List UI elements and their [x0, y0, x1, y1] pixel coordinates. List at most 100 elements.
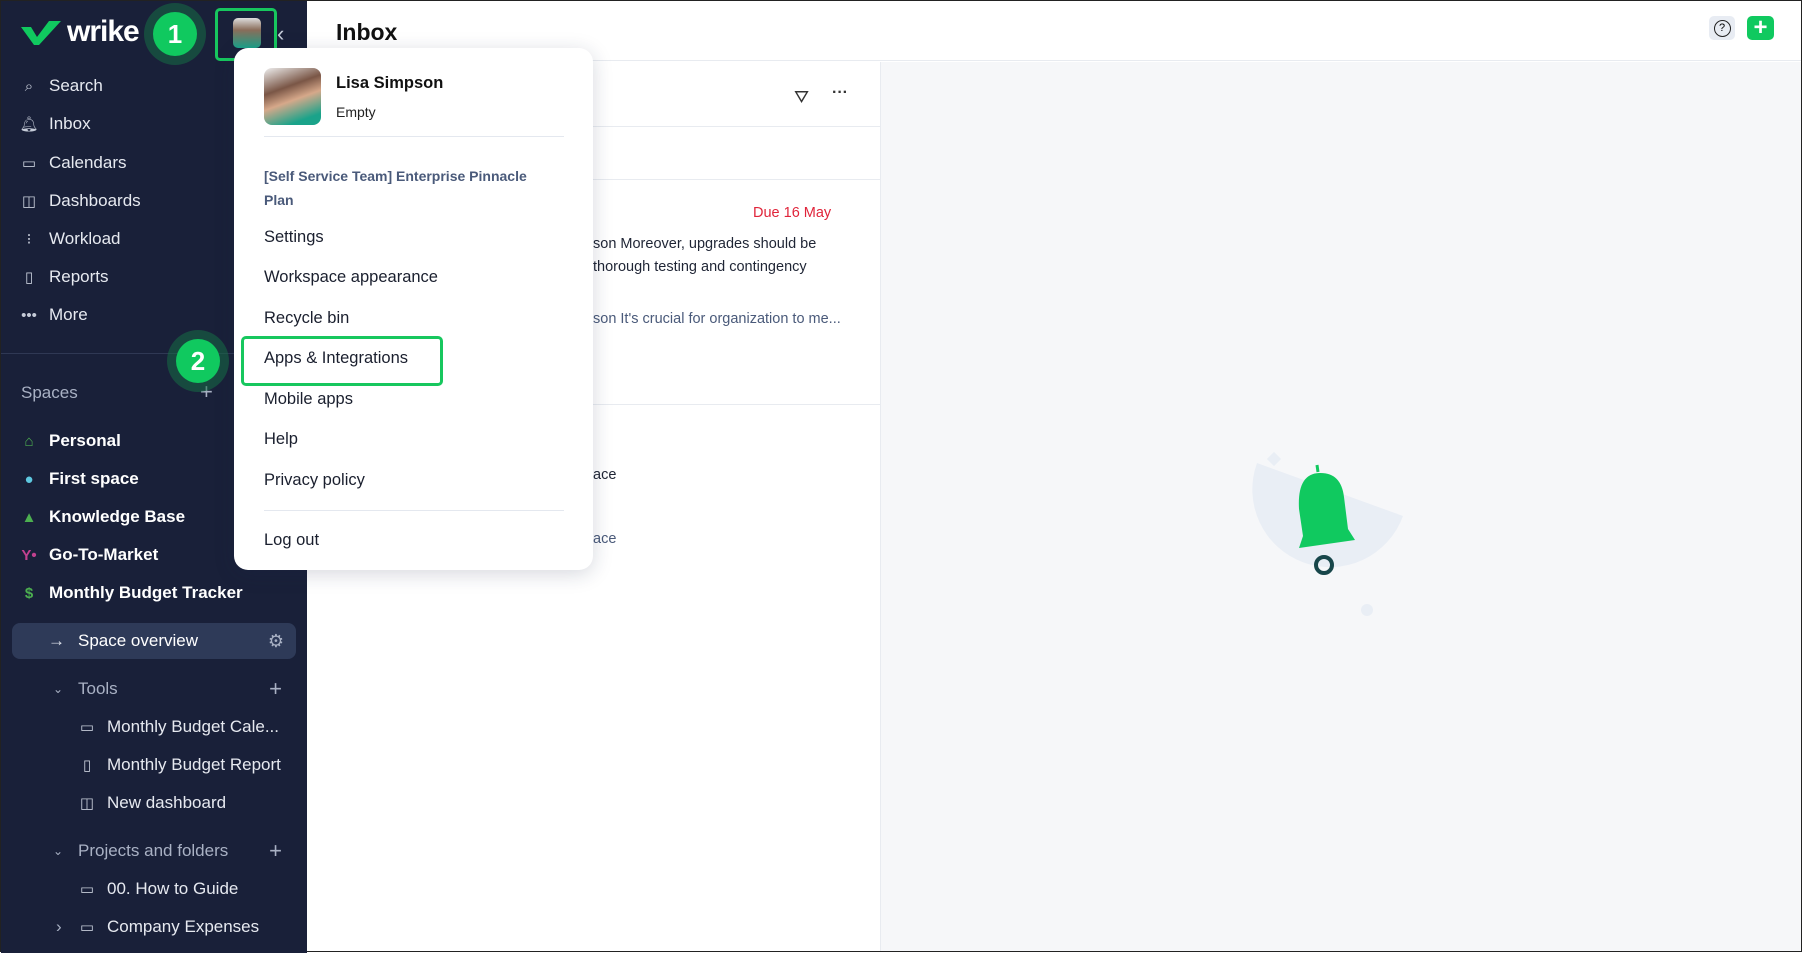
tool-item[interactable]: ▯ Monthly Budget Report: [1, 748, 307, 782]
logo-text: wrike: [67, 15, 140, 48]
workload-icon: ⁝: [26, 231, 32, 248]
nav-inbox[interactable]: 🔔︎ Inbox: [1, 107, 307, 141]
dashboard-icon: ◫: [79, 795, 95, 812]
space-overview-label: Space overview: [78, 631, 199, 650]
menu-help[interactable]: Help: [264, 430, 298, 448]
graduation-cap-icon: ▲: [21, 508, 37, 526]
space-label: First space: [49, 469, 139, 488]
nav-more[interactable]: ••• More: [1, 298, 307, 332]
space-label: Personal: [49, 431, 121, 450]
tool-item[interactable]: ◫ New dashboard: [1, 786, 307, 820]
tool-item[interactable]: ▭ Monthly Budget Cale...: [1, 710, 307, 744]
branch-icon: Y•: [21, 546, 37, 564]
space-go-to-market[interactable]: Y• Go-To-Market: [1, 538, 307, 572]
space-personal[interactable]: ⌂ Personal: [1, 424, 307, 458]
nav-label: More: [49, 305, 88, 324]
project-item[interactable]: ▭ 00. How to Guide: [1, 872, 307, 906]
projects-label: Projects and folders: [78, 841, 229, 860]
nav-workload[interactable]: ⁝ Workload: [1, 222, 307, 256]
plus-icon: +: [1753, 14, 1768, 41]
help-button[interactable]: ?: [1709, 16, 1735, 40]
space-label: Knowledge Base: [49, 507, 186, 526]
nav-search[interactable]: ⌕ Search: [1, 69, 307, 103]
menu-settings[interactable]: Settings: [264, 228, 324, 246]
nav-label: Inbox: [49, 114, 91, 133]
tool-label: New dashboard: [107, 793, 227, 812]
spaces-heading: Spaces: [21, 383, 78, 402]
step2-badge: 2: [176, 339, 220, 383]
filter-icon[interactable]: ⛛: [794, 87, 810, 107]
user-status: Empty: [336, 104, 376, 120]
wrike-logo[interactable]: wrike: [21, 15, 140, 49]
menu-log-out[interactable]: Log out: [264, 531, 320, 549]
search-icon: ⌕: [24, 77, 34, 95]
question-circle-icon: ?: [1713, 19, 1731, 37]
user-menu-dropdown: Lisa Simpson Empty [Self Service Team] E…: [234, 48, 593, 570]
more-icon: •••: [21, 306, 37, 324]
chevron-down-icon[interactable]: ⌄: [53, 844, 64, 858]
notification-link[interactable]: son It's crucial for organization to me.…: [593, 311, 841, 327]
plan-name[interactable]: [Self Service Team] Enterprise Pinnacle …: [264, 168, 527, 208]
dashboard-icon: ◫: [21, 193, 37, 210]
home-icon: ⌂: [24, 432, 34, 450]
project-label: 00. How to Guide: [107, 879, 239, 898]
nav-reports[interactable]: ▯ Reports: [1, 260, 307, 294]
tools-group[interactable]: ⌄ Tools +: [1, 672, 307, 706]
space-overview-item[interactable]: → Space overview ⚙: [12, 623, 296, 659]
notification-text: son Moreover, upgrades should be: [593, 236, 817, 252]
collapse-sidebar-icon[interactable]: ‹: [277, 21, 285, 46]
globe-icon: ●: [24, 470, 34, 488]
bell-icon: 🔔︎: [19, 116, 39, 133]
add-project-icon[interactable]: +: [269, 838, 282, 863]
projects-group[interactable]: ⌄ Projects and folders +: [1, 834, 307, 868]
step2-highlight: [241, 336, 443, 386]
due-date: Due 16 May: [753, 205, 832, 221]
wrike-check-icon: [21, 21, 61, 45]
report-icon: ▯: [24, 269, 34, 286]
project-label: Company Expenses: [107, 917, 260, 936]
user-name: Lisa Simpson: [336, 74, 444, 92]
menu-workspace-appearance[interactable]: Workspace appearance: [264, 268, 438, 286]
enter-arrow-icon: →: [48, 631, 65, 650]
tools-label: Tools: [78, 679, 118, 698]
nav-label: Calendars: [49, 153, 127, 172]
gear-icon[interactable]: ⚙: [267, 630, 284, 651]
add-button[interactable]: +: [1747, 14, 1774, 41]
menu-recycle-bin[interactable]: Recycle bin: [264, 309, 350, 327]
project-item[interactable]: › ▭ Company Expenses: [1, 910, 307, 944]
divider: [264, 136, 564, 137]
nav-calendars[interactable]: ▭ Calendars: [1, 146, 307, 180]
nav-label: Dashboards: [49, 191, 141, 210]
chevron-right-icon[interactable]: ›: [56, 917, 62, 936]
space-label: Go-To-Market: [49, 545, 159, 564]
add-tool-icon[interactable]: +: [269, 676, 282, 701]
chevron-down-icon[interactable]: ⌄: [53, 682, 64, 696]
bell-illustration-icon: [1252, 451, 1403, 616]
divider: [264, 510, 564, 511]
calendar-icon: ▭: [79, 719, 95, 736]
nav-dashboards[interactable]: ◫ Dashboards: [1, 184, 307, 218]
space-knowledge-base[interactable]: ▲ Knowledge Base: [1, 500, 307, 534]
tool-label: Monthly Budget Report: [107, 755, 281, 774]
page-title: Inbox: [336, 19, 398, 45]
more-options-icon[interactable]: ···: [832, 84, 848, 101]
tool-label: Monthly Budget Cale...: [107, 717, 279, 736]
space-label: Monthly Budget Tracker: [49, 583, 243, 602]
menu-apps-integrations[interactable]: Apps & Integrations: [264, 349, 409, 367]
nav-label: Workload: [49, 229, 121, 248]
folder-icon: ▭: [79, 919, 95, 936]
add-space-icon[interactable]: +: [200, 379, 213, 404]
notification-text: ace: [593, 467, 617, 483]
menu-mobile-apps[interactable]: Mobile apps: [264, 390, 353, 408]
user-avatar: [264, 68, 321, 125]
empty-state-pane: [881, 62, 1801, 951]
nav-label: Search: [49, 76, 103, 95]
space-monthly-budget-tracker[interactable]: $ Monthly Budget Tracker: [1, 576, 307, 610]
user-avatar-button[interactable]: [233, 18, 261, 48]
calendar-icon: ▭: [21, 155, 37, 172]
notification-link[interactable]: ace: [593, 531, 617, 547]
notification-text: thorough testing and contingency: [593, 259, 807, 275]
folder-icon: ▭: [79, 881, 95, 898]
space-first-space[interactable]: ● First space: [1, 462, 307, 496]
menu-privacy-policy[interactable]: Privacy policy: [264, 471, 365, 489]
